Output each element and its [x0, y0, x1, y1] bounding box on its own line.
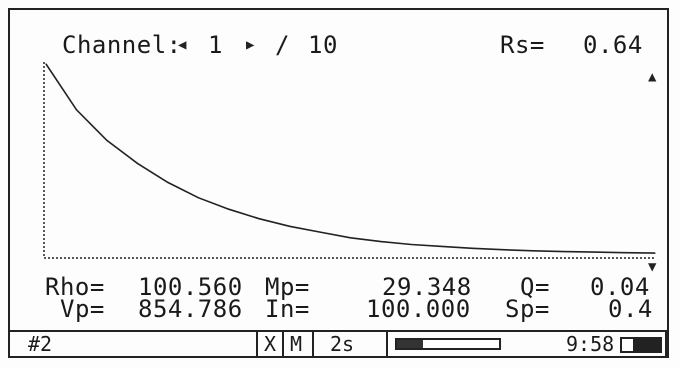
status-divider: [312, 332, 314, 356]
screen-border: [8, 8, 669, 358]
q-label: Q=: [520, 273, 550, 301]
decay-curve-point: [441, 245, 443, 247]
decay-curve-point: [106, 139, 108, 141]
decay-curve-point: [136, 162, 138, 164]
next-channel-icon[interactable]: ▶: [246, 37, 255, 53]
sp-value: 0.4: [608, 295, 653, 323]
mode-m-button[interactable]: M: [290, 332, 303, 356]
status-id: #2: [28, 332, 53, 356]
vp-value: 854.786: [138, 295, 243, 323]
battery-fill: [633, 339, 660, 351]
decay-curve-point: [228, 208, 230, 210]
progress-fill: [397, 340, 423, 348]
mp-label: Mp=: [265, 273, 310, 301]
decay-curve-point: [258, 218, 260, 220]
scroll-down-icon[interactable]: ▼: [648, 259, 657, 275]
status-divider: [665, 332, 667, 356]
rho-label: Rho=: [45, 273, 105, 301]
decay-curve-point: [380, 241, 382, 243]
status-bar: [8, 330, 669, 358]
status-divider: [256, 332, 258, 356]
q-value: 0.04: [590, 273, 650, 301]
mp-value: 29.348: [382, 273, 472, 301]
decay-curve-point: [75, 109, 78, 111]
battery-icon: [620, 337, 662, 353]
channel-separator: /: [275, 31, 290, 59]
decay-curve-point: [593, 251, 595, 253]
decay-curve-point: [45, 63, 47, 65]
vp-label: Vp=: [60, 295, 105, 323]
sp-label: Sp=: [505, 295, 550, 323]
decay-curve-point: [197, 197, 199, 199]
decay-curve-point: [502, 249, 504, 251]
mode-x-button[interactable]: X: [264, 332, 277, 356]
rho-value: 100.560: [138, 273, 243, 301]
decay-curve-point: [410, 243, 412, 246]
channel-value: 1: [208, 31, 223, 59]
in-label: In=: [265, 295, 310, 323]
decay-curve-point: [532, 250, 534, 252]
status-divider: [386, 332, 388, 356]
channel-label: Channel:: [62, 31, 182, 59]
decay-curve-point: [167, 181, 169, 183]
channel-total: 10: [308, 31, 338, 59]
scroll-up-icon[interactable]: ▲: [648, 69, 657, 85]
clock-time: 9:58: [566, 332, 615, 356]
progress-bar: [395, 338, 501, 350]
decay-curve-point: [654, 252, 656, 254]
decay-curve-point: [319, 231, 321, 233]
status-divider: [282, 332, 284, 356]
decay-curve-point: [289, 225, 291, 227]
rs-value: 0.64: [583, 31, 643, 59]
prev-channel-icon[interactable]: ◀: [178, 37, 187, 53]
rs-label: Rs=: [500, 31, 545, 59]
decay-curve-line: [45, 63, 656, 254]
decay-curve-point: [471, 247, 473, 249]
decay-curve-point: [623, 252, 626, 254]
in-value: 100.000: [366, 295, 471, 323]
interval-label: 2s: [330, 332, 355, 356]
decay-curve-point: [563, 251, 565, 253]
decay-curve-point: [349, 237, 352, 239]
